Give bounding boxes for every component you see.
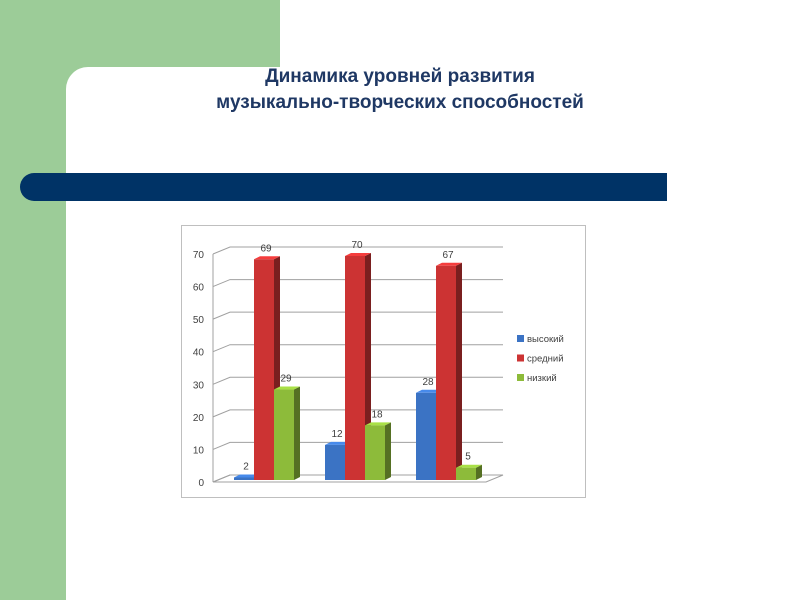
title-line-1: Динамика уровней развития [265,66,535,87]
y-tick-label: 20 [193,413,205,424]
data-label: 28 [422,377,434,388]
y-tick-label: 60 [193,283,205,294]
legend-swatch [517,374,524,381]
decor-blue-band [20,173,667,201]
bar-средний [345,256,365,480]
bar-side [385,422,391,480]
bar-высокий [234,477,254,480]
y-tick-label: 50 [193,315,205,326]
bar-top [234,474,260,478]
y-tick-label: 10 [193,445,205,456]
legend-swatch [517,335,524,342]
bar-top [456,464,482,468]
data-label: 2 [243,461,249,472]
gridline [212,409,503,418]
bar-высокий [325,444,345,480]
bar-side [294,386,300,480]
data-label: 69 [260,243,272,254]
bar-низкий [365,425,385,480]
bar-side [476,464,482,480]
gridline [212,246,503,255]
data-label: 5 [465,452,471,463]
bar-низкий [456,467,476,480]
bar-side [456,262,462,480]
data-label: 70 [351,240,363,251]
gridline [212,376,503,385]
bar-top [365,422,391,426]
bar-top [274,386,300,390]
bar-top [345,253,371,256]
data-label: 12 [331,429,343,440]
data-label: 67 [442,250,454,261]
bar-top [254,256,280,260]
legend-label: средний [527,354,564,365]
y-tick-label: 70 [193,250,205,261]
slide-title: Динамика уровней развития музыкально-тво… [150,64,650,116]
y-tick-label: 0 [198,478,204,489]
legend-swatch [517,354,524,362]
y-tick-label: 40 [193,348,205,359]
legend-label: низкий [527,373,557,384]
bar-средний [436,265,456,480]
bar-top [325,441,351,445]
decor-green-strip [0,0,66,600]
title-line-2: музыкально-творческих способностей [216,92,584,113]
gridline [212,311,503,320]
data-label: 29 [280,374,292,385]
bar-top [436,262,462,266]
gridline [212,474,503,483]
bar-низкий [274,389,294,480]
bar-top [416,389,442,393]
bar-высокий [416,392,436,480]
legend-label: высокий [527,334,564,345]
data-label: 18 [371,409,383,420]
y-tick-label: 30 [193,380,205,391]
gridline [212,441,503,450]
gridline [212,279,503,288]
bar-средний [254,259,274,480]
gridline [212,344,503,353]
